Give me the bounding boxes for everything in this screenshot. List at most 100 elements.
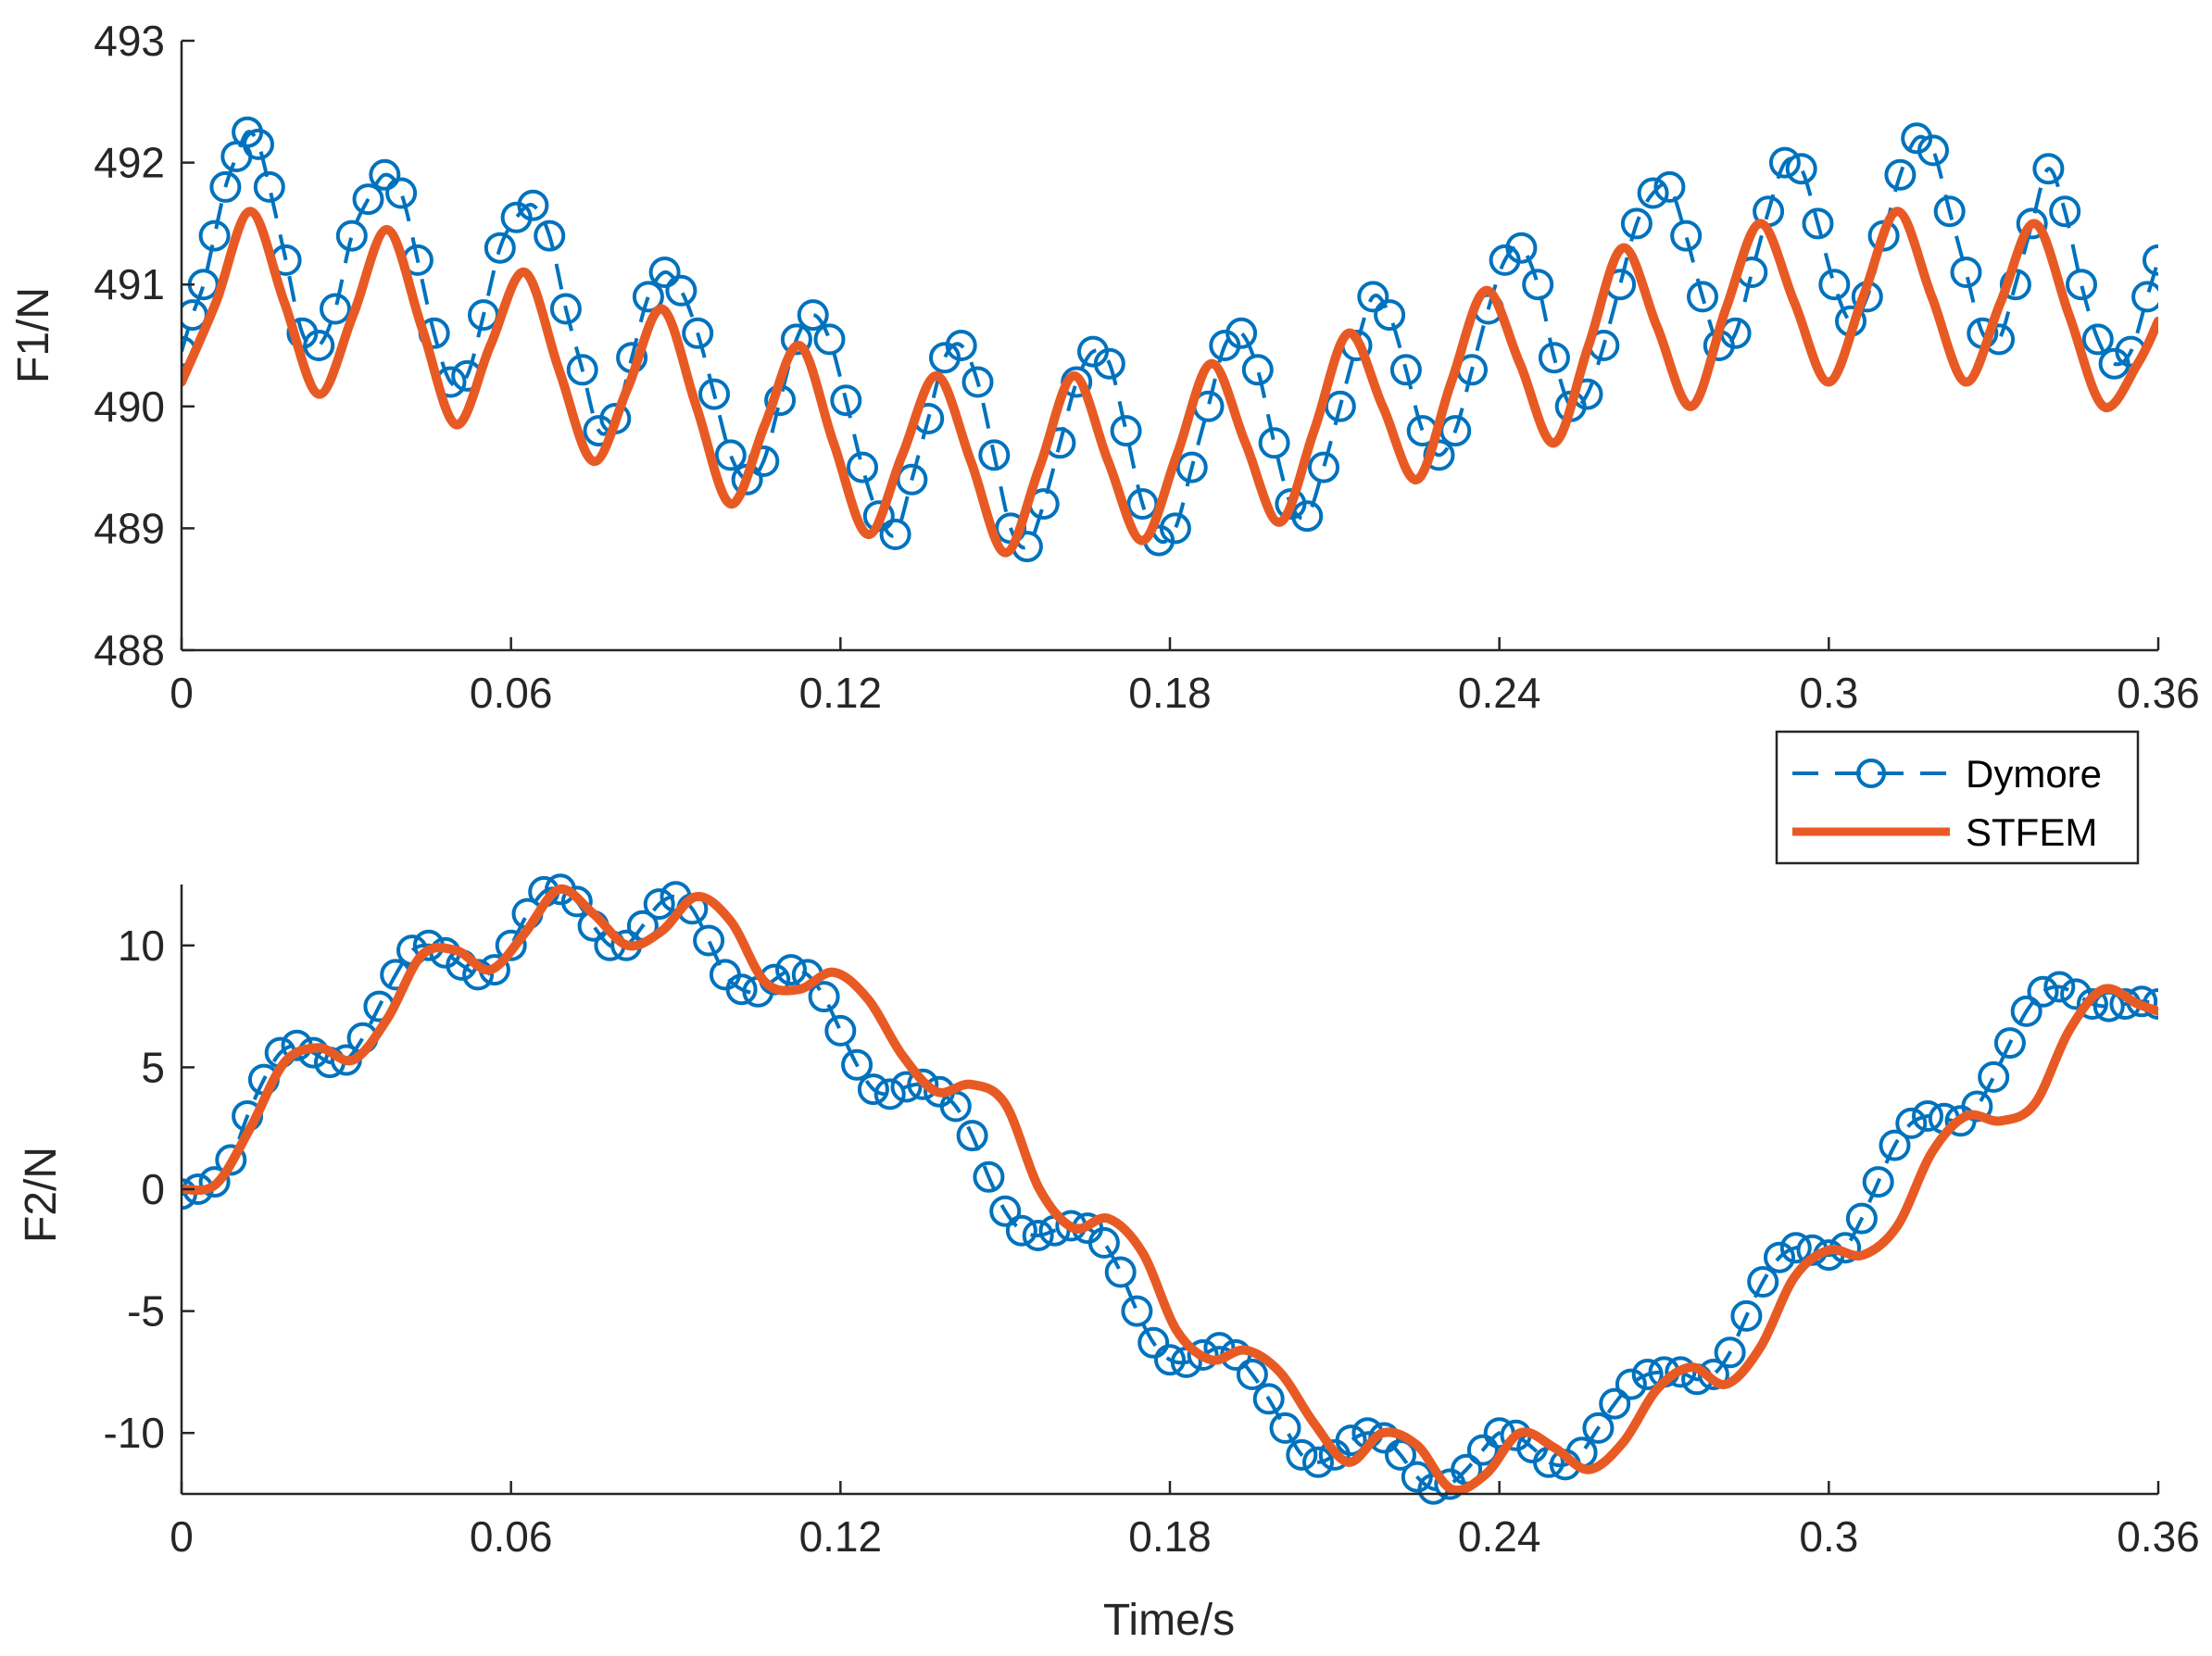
x-axis-label: Time/s <box>1103 1596 1235 1645</box>
f2-panel: 0 0.06 0.12 0.18 0.24 0.3 0.36 -10 -5 0 5 10 F2/N T… <box>17 873 2200 1645</box>
f1-y-tick-label: 492 <box>94 139 165 187</box>
f1-y-tick-label: 488 <box>94 626 165 674</box>
f1-x-tick-label: 0 <box>170 669 194 717</box>
f1-x-tick-label: 0.06 <box>470 669 553 717</box>
f2-x-tick-label: 0.18 <box>1128 1512 1212 1561</box>
f2-y-tick-label: 10 <box>118 922 165 970</box>
f1-dymore-point <box>1357 281 1389 313</box>
f2-dymore-point <box>1845 1202 1878 1235</box>
f2-series-layer <box>182 873 2158 1505</box>
f1-y-tick-label: 491 <box>94 260 165 308</box>
f2-dymore-point <box>215 1144 247 1176</box>
f2-y-tick-label: 5 <box>141 1043 165 1091</box>
f2-dymore-point <box>1187 1339 1219 1371</box>
f2-dymore-point <box>2010 995 2042 1027</box>
f2-dymore-point <box>775 954 807 986</box>
f1-dymore-point <box>2016 207 2048 240</box>
f2-dymore-point <box>2027 975 2059 1008</box>
f2-dymore-point <box>2076 988 2108 1020</box>
f2-dymore-point <box>1154 1344 1186 1376</box>
f1-y-tick-label: 489 <box>94 504 165 552</box>
f2-dymore-point <box>198 1166 231 1198</box>
f1-dymore-point <box>1950 257 1982 288</box>
f1-dymore-point <box>682 317 714 349</box>
f2-dymore-point <box>495 929 527 961</box>
f1-dymore-point <box>1505 232 1538 264</box>
f1-panel: 0 0.06 0.12 0.18 0.24 0.3 0.36 488 489 490 491 492 4… <box>9 17 2200 717</box>
f2-dymore-point <box>1631 1359 1664 1390</box>
f1-dymore-point <box>517 189 549 221</box>
f1-dymore-point <box>2143 244 2158 276</box>
f1-dymore-point <box>198 220 231 252</box>
f2-dymore-point <box>857 1073 889 1106</box>
f1-dymore-point <box>1291 500 1324 533</box>
f1-dymore-point <box>1522 269 1554 301</box>
f2-dymore-point <box>1961 1090 1993 1123</box>
f2-dymore-point <box>1385 1438 1416 1471</box>
f2-dymore-point <box>2043 971 2076 1003</box>
f1-x-tick-label: 0.3 <box>1799 669 1858 717</box>
f2-dymore-point <box>1730 1299 1763 1332</box>
f1-dymore-point <box>1241 354 1274 386</box>
legend-box <box>1775 730 2140 865</box>
legend-entry-stfem: STFEM <box>1792 810 2097 854</box>
f1-dymore-point <box>1818 269 1851 301</box>
f2-dymore-line <box>182 886 2158 1492</box>
f1-dymore-point <box>1389 354 1422 386</box>
f1-dymore-line <box>182 130 2158 550</box>
f1-dymore-point <box>1884 158 1917 191</box>
f1-x-tick-label: 0.36 <box>2117 669 2200 717</box>
f2-y-tick-label: -10 <box>104 1409 165 1457</box>
f2-x-tick-label: 0 <box>170 1512 194 1561</box>
f2-dymore-point <box>1615 1368 1647 1400</box>
f2-dymore-point <box>1912 1100 1943 1132</box>
f1-dymore-point <box>534 220 566 252</box>
f1-dymore-point <box>1225 317 1258 349</box>
f1-dymore-point <box>209 170 242 203</box>
f1-dymore-point <box>253 170 285 203</box>
f2-dymore-point <box>1104 1256 1137 1288</box>
f2-dymore-point <box>725 973 758 1006</box>
f1-dymore-point <box>369 158 401 191</box>
f2-y-tick-label: 0 <box>141 1165 165 1213</box>
f1-dymore-point <box>830 384 862 417</box>
f1-dymore-point <box>385 177 418 209</box>
f1-dymore-point <box>1110 415 1142 447</box>
f1-dymore-point <box>978 439 1011 471</box>
f2-dymore-point <box>841 1048 873 1081</box>
f2-dymore-point <box>1599 1387 1631 1420</box>
f1-dymore-point <box>1093 347 1125 380</box>
f2-dymore-point <box>1121 1295 1153 1327</box>
f1-dymore-point <box>780 323 812 356</box>
f1-dymore-point <box>1159 512 1191 545</box>
f1-dymore-point <box>2131 281 2158 313</box>
f2-dymore-point <box>1582 1411 1615 1444</box>
f1-dymore-point <box>698 378 730 410</box>
f1-dymore-point <box>1933 195 1966 228</box>
f2-dymore-point <box>808 981 840 1013</box>
f1-dymore-point <box>1917 134 1949 167</box>
f2-dymore-point <box>1236 1359 1268 1390</box>
f2-dymore-point <box>956 1120 988 1152</box>
f1-dymore-point <box>1175 451 1208 483</box>
f1-dymore-point <box>549 293 582 325</box>
f1-stfem-line <box>182 207 2158 558</box>
f2-dymore-point <box>1978 1060 2010 1093</box>
f1-plot-area <box>182 116 2158 563</box>
f1-dymore-point <box>648 257 681 288</box>
f1-dymore-point <box>1670 220 1703 252</box>
f1-dymore-point <box>243 128 274 160</box>
legend-entry-dymore: Dymore <box>1792 752 2102 796</box>
f2-x-tick-label: 0.12 <box>799 1512 883 1561</box>
f2-dymore-point <box>824 1014 857 1047</box>
f2-y-axis-label: F2/N <box>17 1147 66 1243</box>
f2-x-tick-label: 0.06 <box>470 1512 553 1561</box>
f1-dymore-point <box>847 451 878 483</box>
f2-dymore-point <box>890 1071 923 1103</box>
f2-dymore-point <box>1466 1434 1499 1466</box>
f2-dymore-point <box>560 885 593 918</box>
f2-dymore-point <box>1993 1027 2026 1060</box>
f1-dymore-point <box>1785 153 1817 185</box>
f1-y-axis-label: F1/N <box>9 287 58 383</box>
f1-dymore-point <box>1620 207 1653 240</box>
